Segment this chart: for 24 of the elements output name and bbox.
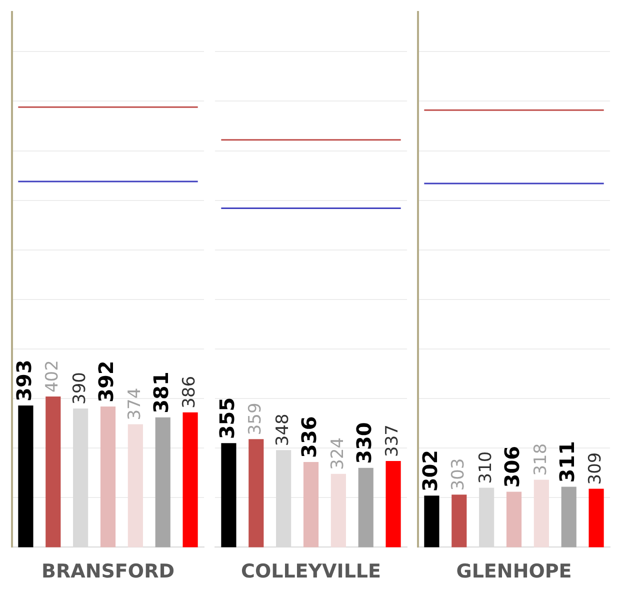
data-label: 309: [586, 452, 606, 485]
data-label: 330: [352, 422, 376, 464]
x-axis-title: BRANSFORD: [42, 560, 174, 583]
data-label: 311: [555, 440, 580, 483]
data-label: 336: [297, 416, 322, 458]
x-axis-title: GLENHOPE: [456, 560, 572, 583]
data-label: 393: [12, 360, 36, 402]
data-label: 348: [272, 414, 293, 446]
data-label: 318: [530, 443, 551, 476]
data-label: 337: [382, 424, 403, 457]
data-label: 381: [149, 372, 174, 414]
data-label: 402: [42, 360, 63, 393]
data-label: 324: [328, 437, 348, 470]
data-label: 390: [70, 372, 90, 404]
data-label: 302: [418, 450, 442, 492]
data-label: 303: [448, 458, 469, 491]
data-label: 355: [214, 397, 239, 440]
data-label: 359: [246, 402, 266, 436]
data-label: 306: [500, 446, 524, 488]
x-axis-title: COLLEYVILLE: [240, 560, 382, 583]
data-label: 392: [94, 360, 118, 402]
data-label: 374: [124, 388, 145, 420]
data-label: 310: [476, 451, 496, 484]
data-label: 386: [180, 376, 200, 408]
